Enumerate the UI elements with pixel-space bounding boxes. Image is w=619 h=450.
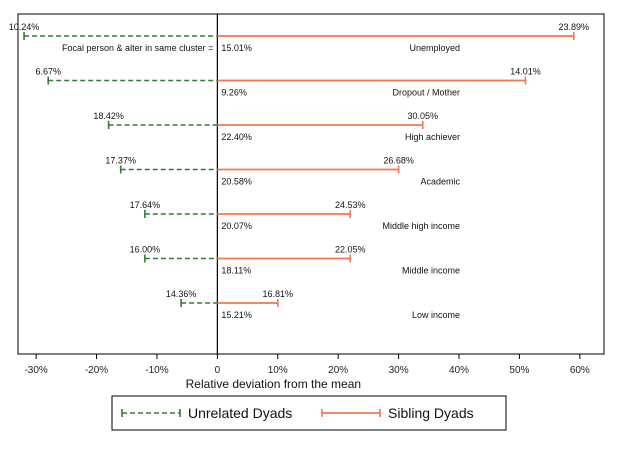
mean-value-label: 22.40%	[221, 132, 252, 142]
x-tick-label: -30%	[24, 365, 47, 376]
plot-frame	[17, 13, 605, 355]
mean-value-label: 20.07%	[221, 221, 252, 231]
sibling-value-label: 23.89%	[559, 22, 590, 32]
x-tick-label: 30%	[389, 365, 409, 376]
unrelated-value-label: 18.42%	[93, 111, 124, 121]
x-tick-label: 10%	[268, 365, 288, 376]
legend-label-unrelated: Unrelated Dyads	[188, 405, 292, 421]
mean-value-label: 20.58%	[221, 177, 252, 187]
plot-area: 10.24% 23.89% 15.01% Unemployed Focal person…	[9, 13, 605, 355]
x-axis: -30% -20% -10% 0 10% 20% 30% 40% 50% 60%	[24, 354, 590, 376]
category-label: Middle high income	[382, 221, 460, 231]
mean-value-label: 15.01%	[221, 43, 252, 53]
unrelated-value-label: 17.37%	[105, 156, 136, 166]
sibling-value-label: 22.05%	[335, 245, 366, 255]
mean-value-label: 18.11%	[221, 266, 251, 276]
legend-box	[111, 395, 507, 431]
category-label: Unemployed	[409, 43, 460, 53]
category-label: Middle income	[402, 266, 460, 276]
x-tick-label: -10%	[145, 365, 168, 376]
x-tick-label: 40%	[449, 365, 469, 376]
sibling-value-label: 26.68%	[383, 156, 414, 166]
x-tick-label: 50%	[509, 365, 529, 376]
sibling-value-label: 24.53%	[335, 200, 366, 210]
x-tick-label: -20%	[85, 365, 108, 376]
x-axis-title: Relative deviation from the mean	[186, 377, 361, 391]
category-label: Dropout / Mother	[392, 88, 460, 98]
sibling-value-label: 16.81%	[263, 289, 294, 299]
x-tick-label: 20%	[328, 365, 348, 376]
unrelated-value-label: 17.64%	[130, 200, 161, 210]
unrelated-value-label: 16.00%	[130, 245, 161, 255]
category-label: High achiever	[405, 132, 460, 142]
legend-label-sibling: Sibling Dyads	[388, 405, 474, 421]
unrelated-value-label: 6.67%	[35, 67, 61, 77]
cluster-annotation: Focal person & alter in same cluster =	[62, 43, 213, 53]
sibling-value-label: 14.01%	[510, 67, 541, 77]
x-tick-label: 60%	[570, 365, 590, 376]
mean-value-label: 15.21%	[221, 310, 252, 320]
category-label: Academic	[420, 177, 460, 187]
x-tick-label: 0	[215, 365, 221, 376]
unrelated-value-label: 14.36%	[166, 289, 197, 299]
mean-value-label: 9.26%	[221, 88, 247, 98]
sibling-value-label: 30.05%	[407, 111, 438, 121]
legend: Unrelated Dyads Sibling Dyads	[111, 395, 507, 431]
unrelated-value-label: 10.24%	[9, 22, 40, 32]
category-label: Low income	[412, 310, 460, 320]
